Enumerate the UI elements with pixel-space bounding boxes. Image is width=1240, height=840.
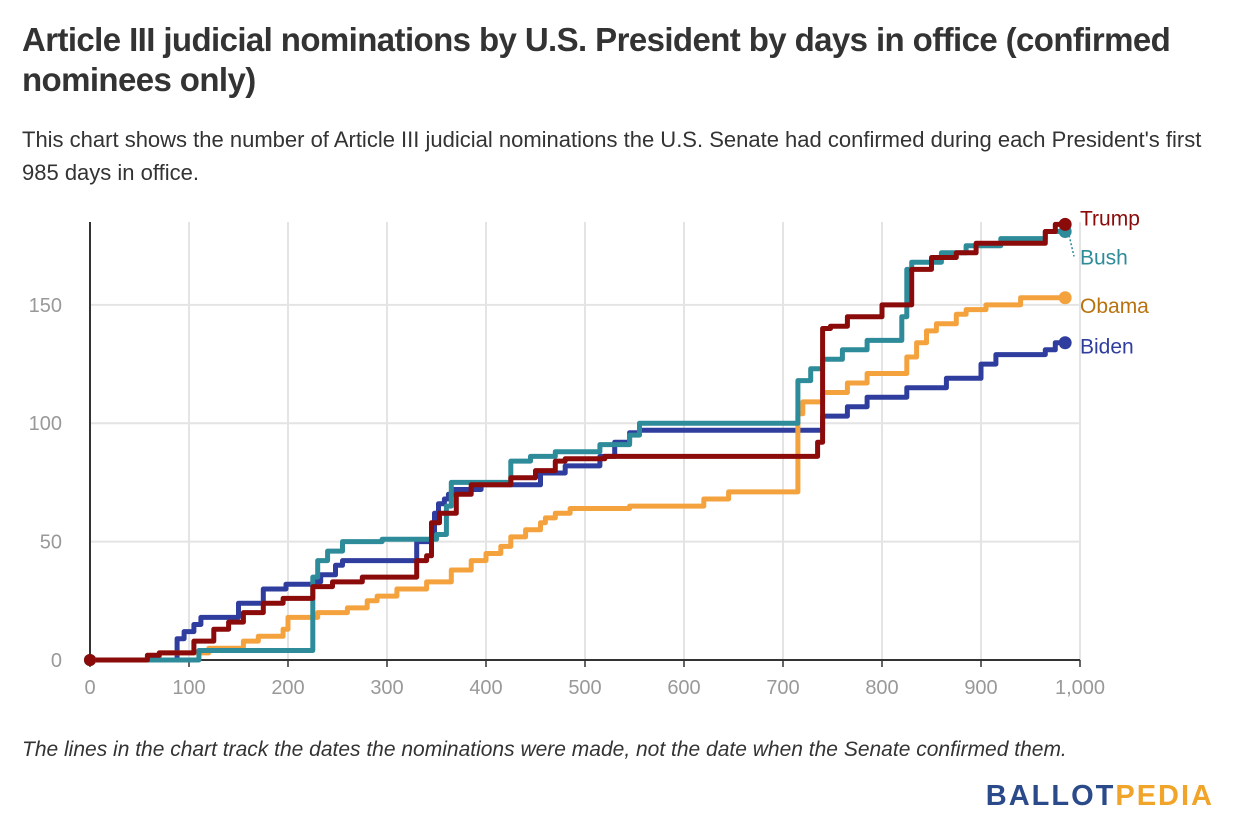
series-label-biden: Biden: [1080, 336, 1134, 359]
bush-label-leader: [1068, 235, 1075, 257]
chart-subtitle: This chart shows the number of Article I…: [22, 127, 1202, 185]
end-marker-trump: [1058, 217, 1072, 231]
x-tick-label: 200: [271, 677, 304, 699]
ballotpedia-logo: BALLOTPEDIA: [986, 780, 1214, 813]
logo-part-pedia: PEDIA: [1115, 780, 1214, 812]
x-tick-label: 1,000: [1055, 677, 1105, 699]
grid-lines: [90, 222, 1081, 660]
chart-footnote: The lines in the chart track the dates t…: [22, 738, 1067, 761]
x-tick-label: 500: [568, 677, 601, 699]
series-labels: Biden Obama Bush Trump: [1068, 210, 1149, 359]
series-label-obama: Obama: [1080, 295, 1149, 318]
series-line-biden: [87, 340, 1068, 663]
series-label-bush: Bush: [1080, 246, 1128, 269]
x-tick-label: 100: [172, 677, 205, 699]
end-marker-obama: [1058, 291, 1072, 305]
series-line-bush: [87, 229, 1068, 663]
x-tick-label: 300: [370, 677, 403, 699]
series-lines: [84, 217, 1072, 666]
y-tick-label: 150: [29, 295, 62, 317]
x-tick-label: 800: [865, 677, 898, 699]
tick-labels: 0 100 200 300 400 500 600 700 800 900 1,000 0 50 100 1…: [29, 295, 1105, 699]
x-tick-label: 0: [84, 677, 95, 699]
y-tick-label: 0: [51, 650, 62, 672]
x-tick-label: 900: [964, 677, 997, 699]
axes: [89, 222, 1081, 667]
series-label-trump: Trump: [1080, 210, 1140, 230]
series-line-trump: [87, 221, 1068, 663]
end-marker-biden: [1058, 336, 1072, 350]
y-tick-label: 50: [40, 532, 62, 554]
y-tick-label: 100: [29, 413, 62, 435]
x-tick-label: 700: [766, 677, 799, 699]
logo-part-ballot: BALLOT: [985, 780, 1116, 812]
x-tick-label: 600: [667, 677, 700, 699]
x-tick-label: 400: [469, 677, 502, 699]
start-marker-trump: [84, 654, 96, 666]
chart-title: Article III judicial nominations by U.S.…: [22, 21, 1171, 98]
line-chart: 0 100 200 300 400 500 600 700 800 900 1,000 0 50 100 1…: [29, 210, 1150, 699]
